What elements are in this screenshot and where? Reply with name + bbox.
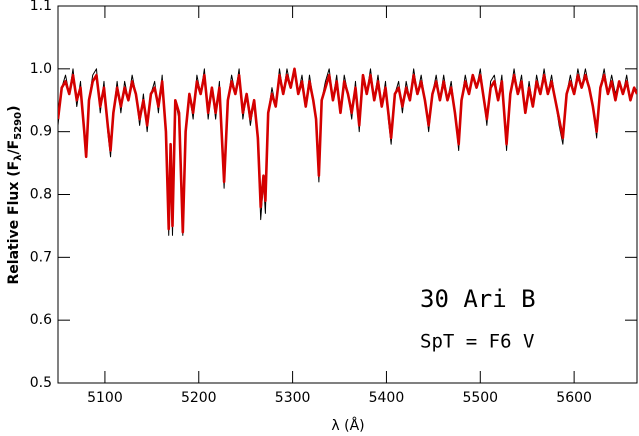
- spectrum-line: [58, 67, 637, 234]
- y-tick-label: 0.5: [30, 375, 52, 391]
- x-tick-label: 5600: [556, 390, 592, 406]
- x-axis-label: λ (Å): [331, 417, 364, 434]
- y-tick-label: 0.9: [30, 124, 52, 140]
- y-label-sub: λ: [13, 154, 24, 161]
- y-axis-label: Relative Flux (Fλ/F5290): [6, 106, 24, 285]
- x-tick-label: 5300: [275, 390, 311, 406]
- x-tick-label: 5400: [369, 390, 405, 406]
- annotation: SpT = F6 V: [420, 331, 534, 353]
- annotation: 30 Ari B: [420, 285, 536, 313]
- y-label-part: /F: [6, 140, 22, 155]
- x-tick-label: 5500: [462, 390, 498, 406]
- y-label-sub: 5290: [13, 112, 24, 140]
- y-tick-label: 1.1: [30, 0, 52, 14]
- y-tick-label: 1.0: [30, 61, 52, 77]
- x-tick-label: 5200: [181, 390, 217, 406]
- plot-frame: [57, 5, 638, 384]
- y-tick-label: 0.6: [30, 312, 52, 328]
- y-tick-label: 0.8: [30, 187, 52, 203]
- y-tick-label: 0.7: [30, 249, 52, 265]
- x-tick-label: 5100: [87, 390, 123, 406]
- y-label-part: ): [6, 106, 22, 112]
- y-label-part: Relative Flux (F: [6, 161, 22, 285]
